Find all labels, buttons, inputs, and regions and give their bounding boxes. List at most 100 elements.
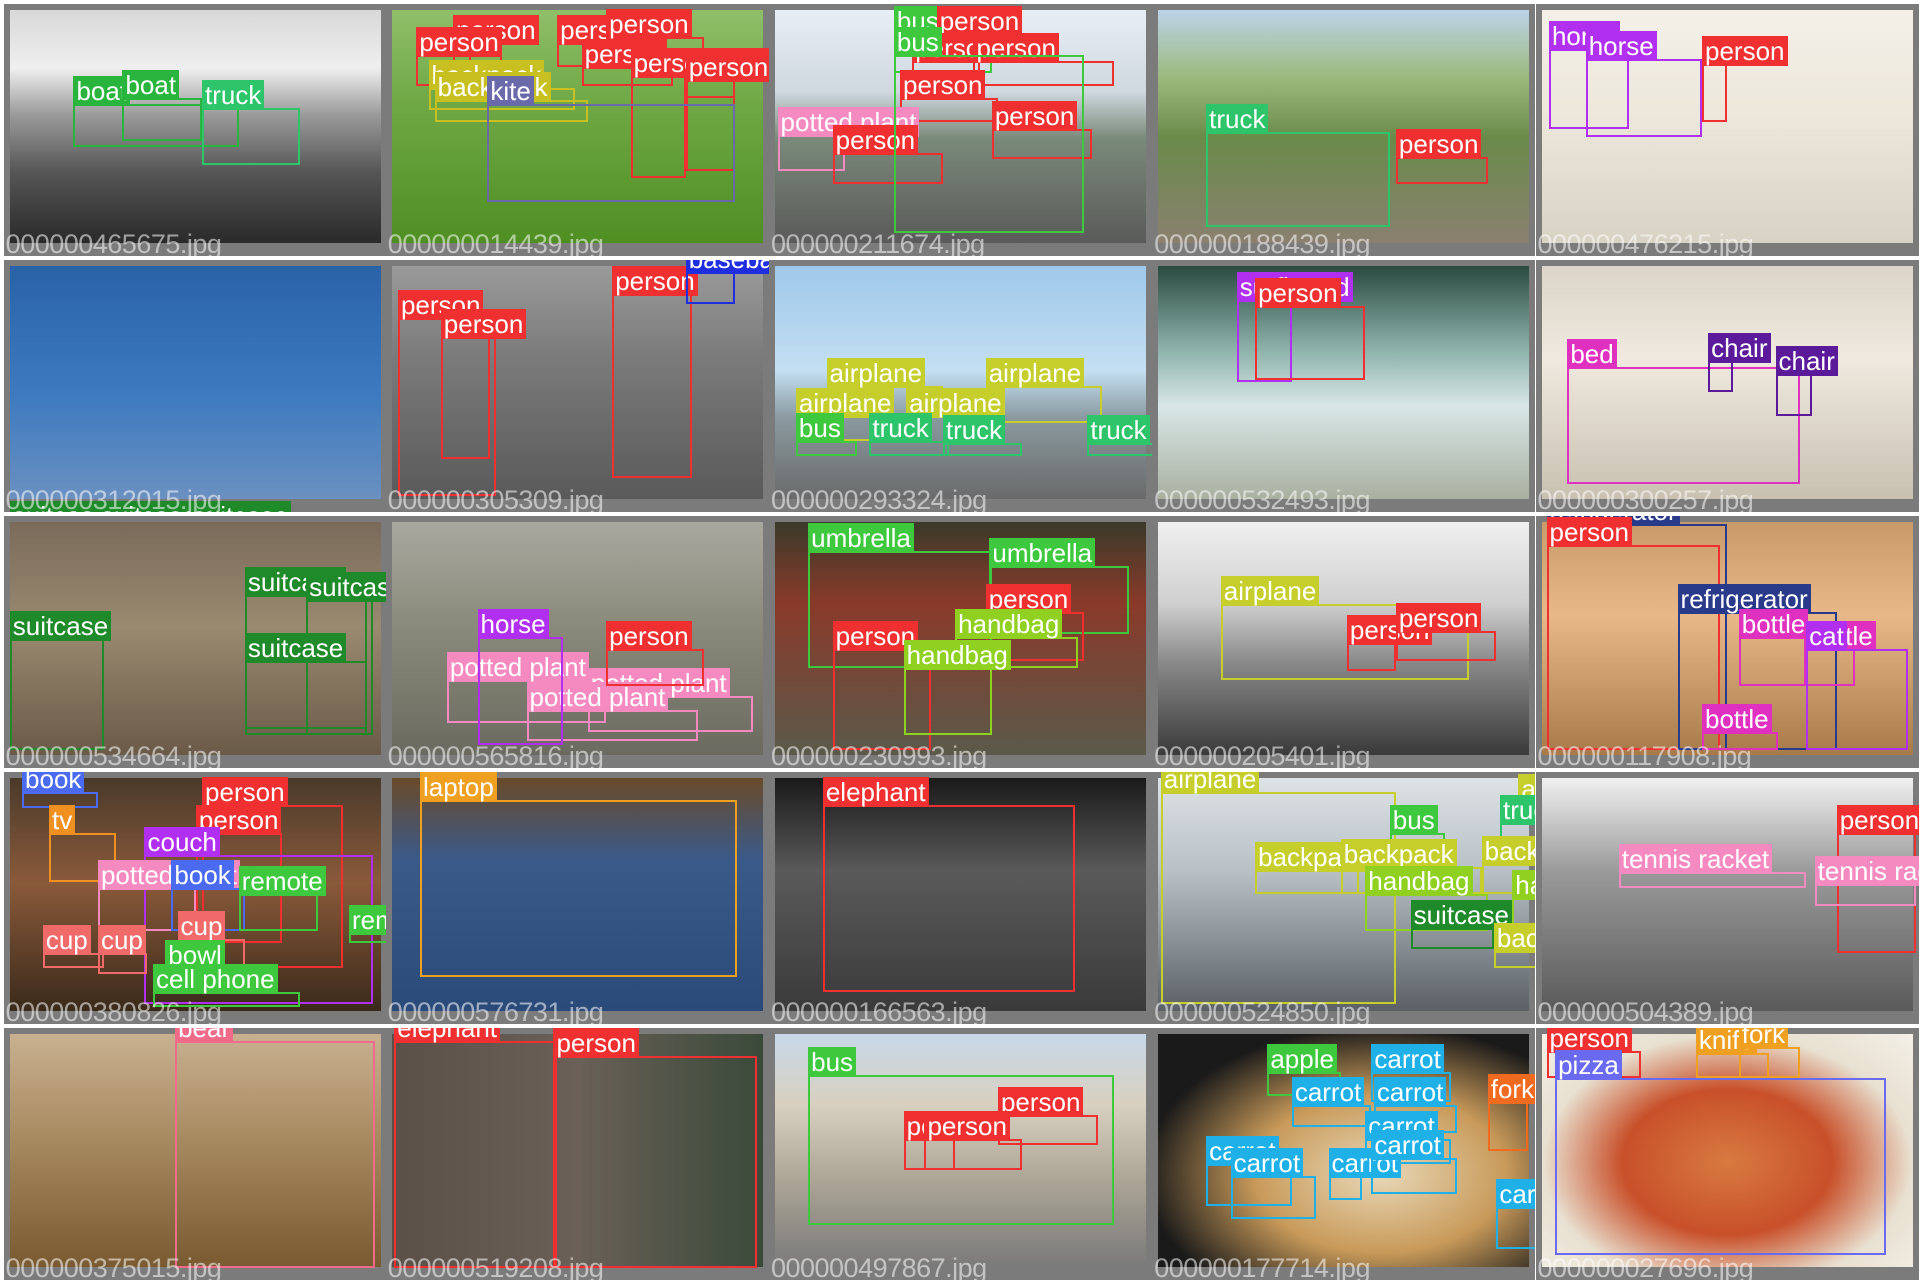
detection-box: suitcase (306, 572, 387, 735)
image-tile: truck person 000000188439.jpg (1152, 3, 1536, 256)
detection-label: baseball bat (685, 259, 769, 274)
detection-label: person (991, 100, 1078, 131)
detection-label: cup (97, 924, 146, 955)
detection-label: suitcase (189, 501, 292, 512)
tile-filename: 000000014439.jpg (387, 228, 604, 256)
detection-box: airplane (985, 357, 1103, 423)
detection-box: carrot (1371, 1043, 1451, 1103)
tile-filename: 000000380826.jpg (5, 996, 222, 1024)
detection-label: carrot (1496, 1178, 1536, 1209)
detection-label: backpack (1340, 839, 1457, 870)
detection-label: person (1546, 517, 1633, 548)
detection-box: truck (202, 79, 300, 166)
tile-photo (1541, 265, 1913, 499)
tile-filename: 000000205401.jpg (1154, 740, 1370, 768)
detection-box: truck (1206, 104, 1390, 227)
detection-label: handbag (1512, 869, 1536, 900)
tile-filename: 000000177714.jpg (1154, 1252, 1370, 1280)
detection-label: fork (1738, 1027, 1789, 1050)
detection-label: book (22, 771, 85, 795)
detection-label: kite (487, 76, 534, 107)
tile-filename: 000000524850.jpg (1154, 996, 1370, 1024)
detection-label: umbrella (989, 537, 1096, 568)
detection-label: remote (348, 905, 387, 936)
image-tile: refrigeratorpersonrefrigeratorbottlebott… (1535, 515, 1919, 768)
detection-box: remote (238, 866, 326, 931)
detection-box: boat (122, 69, 203, 141)
detection-box: bus (808, 1047, 1115, 1225)
detection-label: person (997, 1086, 1084, 1117)
tile-filename: 000000532493.jpg (1154, 484, 1370, 512)
image-tile: elephant 000000166563.jpg (768, 771, 1152, 1024)
detection-box: chair (1708, 333, 1771, 392)
detection-label: horse (477, 608, 549, 639)
detection-label: person (936, 6, 1023, 37)
detection-box: person (924, 1111, 1023, 1170)
detection-box: kite (487, 76, 735, 203)
image-tile: airplane airplane airplane airplane bus truck… (768, 259, 1152, 512)
detection-box: person (991, 100, 1093, 160)
tile-photo (9, 9, 381, 243)
detection-label: suitcase (244, 633, 347, 664)
detection-label: elephant (822, 776, 929, 807)
image-tile: bed chair chair 000000300257.jpg (1535, 259, 1919, 512)
detection-label: tennis racket (1814, 856, 1919, 887)
tile-filename: 000000117908.jpg (1537, 740, 1752, 768)
detection-box: person (612, 265, 698, 478)
detection-box: elephant (822, 776, 1076, 993)
detection-label: person (1395, 128, 1482, 159)
detection-label: truck (1206, 104, 1269, 135)
detection-box: person (1255, 278, 1366, 380)
image-tile: boat boat truck 000000465675.jpg (3, 3, 387, 256)
tile-filename: 000000519208.jpg (387, 1252, 604, 1280)
detection-box: elephant (394, 1027, 558, 1268)
detection-box: cat (1806, 621, 1908, 750)
detection-label: suitcase (9, 611, 112, 642)
tile-filename: 000000166563.jpg (770, 996, 987, 1024)
image-tile: airplaneairplanebustruckbackpackbackpack… (1152, 771, 1536, 1024)
detection-box: person (685, 51, 769, 172)
detection-label: bed (1567, 339, 1617, 370)
image-tile: airplane person person 000000205401.jpg (1152, 515, 1536, 768)
detection-label: person (924, 1111, 1010, 1142)
tile-filename: 000000293324.jpg (770, 484, 987, 512)
tile-photo (9, 1033, 381, 1267)
detection-label: cup (42, 924, 91, 955)
detection-label: bear (175, 1027, 234, 1044)
detection-label: handbag (903, 639, 1011, 670)
detection-label: truck (202, 79, 265, 110)
detection-label: bus (1389, 804, 1438, 835)
detection-box: person (1546, 517, 1721, 750)
detection-label: suitcase (97, 501, 200, 512)
detection-label: person (440, 308, 527, 339)
detection-box: truck (1087, 415, 1152, 456)
detection-label: carrot (1371, 1043, 1444, 1074)
detection-box: backpack (1340, 839, 1482, 895)
detection-label: airplane (1160, 771, 1260, 795)
tile-filename: 000000188439.jpg (1154, 228, 1370, 256)
tile-filename: 000000504389.jpg (1537, 996, 1754, 1024)
detection-box: baseball bat (685, 259, 769, 304)
detection-label: suitcase (9, 501, 112, 512)
detection-box: remote (348, 905, 387, 944)
detection-box: cell phone (153, 964, 300, 1007)
detection-box: bottle (1738, 608, 1809, 686)
tile-photo (9, 265, 381, 499)
detection-label: bottle (1738, 608, 1809, 639)
detection-box: person (606, 621, 705, 686)
detection-label: bus (893, 27, 942, 58)
detection-box: tennis racket (1814, 856, 1919, 907)
tile-filename: 000000027696.jpg (1537, 1252, 1754, 1280)
detection-label: remote (238, 866, 326, 897)
detection-label: laptop (419, 771, 497, 802)
tile-photo (1158, 265, 1530, 499)
detection-label: carrot (1373, 1076, 1447, 1107)
detection-box: fork (1738, 1027, 1800, 1078)
detection-label: bottle (1702, 704, 1772, 735)
detection-label: person (832, 125, 919, 156)
image-tile: suitcasesuitcasesuitcase000000312015.jpg (3, 259, 387, 512)
detection-label: carrot (1230, 1147, 1304, 1178)
detection-label: handbag (1365, 866, 1473, 897)
detection-label: bus (808, 1047, 857, 1078)
